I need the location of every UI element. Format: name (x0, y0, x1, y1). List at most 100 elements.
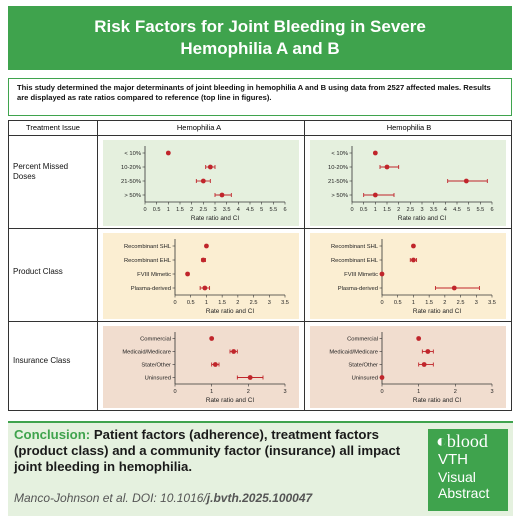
x-tick-label: 3.5 (223, 207, 231, 213)
intro-text: This study determined the major determin… (17, 83, 491, 102)
logo-vth: VTH (438, 451, 468, 468)
column-divider (97, 121, 98, 410)
category-label: 10-20% (328, 165, 348, 171)
x-tick-label: 1 (374, 207, 377, 213)
x-tick-label: 3.5 (281, 300, 289, 306)
x-tick-label: 6 (490, 207, 493, 213)
row-insurance-class: Insurance Class (9, 322, 511, 410)
data-point (165, 150, 171, 156)
logo-blood-text: blood (446, 431, 488, 451)
data-point (463, 178, 469, 184)
column-divider (304, 121, 305, 410)
category-label: Recombinant SHL (124, 244, 172, 250)
x-tick-label: 1 (167, 207, 170, 213)
blood-drop-icon: ◐ (436, 431, 447, 451)
x-tick-label: 4.5 (453, 207, 461, 213)
x-axis-label: Rate ratio and CI (413, 397, 462, 404)
header-treatment: Treatment Issue (26, 123, 80, 132)
logo-visual: Visual (438, 469, 476, 485)
data-point (411, 243, 416, 249)
x-tick-label: 3 (283, 389, 286, 395)
x-tick-label: 5.5 (476, 207, 484, 213)
x-axis-label: Rate ratio and CI (206, 308, 255, 315)
chart-missed-doses-a: 0 0.5 1 1.5 2 2.5 3 3.5 4 4.5 5 5.5 6 Rate ratio and … (103, 140, 299, 226)
x-tick-label: 0 (173, 389, 176, 395)
x-tick-label: 0 (173, 300, 176, 306)
data-point (231, 349, 237, 354)
category-label: 21-50% (328, 179, 348, 185)
x-tick-label: 0.5 (187, 300, 195, 306)
x-tick-label: 3.5 (430, 207, 438, 213)
x-tick-label: 6 (283, 207, 286, 213)
x-tick-label: 2.5 (406, 207, 414, 213)
category-label: Commercial (347, 337, 378, 343)
results-table: Treatment Issue Hemophilia A Hemophilia … (8, 120, 512, 411)
data-point (209, 336, 215, 341)
row-label: Percent Missed Doses (13, 162, 69, 181)
category-label: State/Other (141, 363, 171, 369)
x-tick-label: 2 (443, 300, 446, 306)
chart-insurance-b: 0 1 2 3 Rate ratio and CI Commercial Medicaid/… (310, 326, 506, 408)
x-axis-label: Rate ratio and CI (398, 215, 447, 222)
x-tick-label: 1 (210, 389, 213, 395)
data-point (200, 178, 206, 184)
x-tick-label: 0 (380, 300, 383, 306)
panel-background (103, 326, 299, 408)
journal-logo: ◐blood VTH Visual Abstract (428, 429, 508, 511)
intro-box: This study determined the major determin… (8, 78, 512, 116)
panel-background (103, 233, 299, 319)
category-label: Medicaid/Medicare (329, 350, 378, 356)
category-label: Recombinant EHL (331, 258, 379, 264)
row-missed-doses: Percent Missed Doses (9, 136, 511, 229)
category-label: Medicaid/Medicare (122, 350, 171, 356)
x-tick-label: 1 (205, 300, 208, 306)
header-hemophilia-a: Hemophilia A (176, 123, 222, 132)
data-point (207, 164, 213, 170)
chart-product-class-a: 0 0.5 1 1.5 2 2.5 3 3.5 Rate ratio and CI Recombi… (103, 233, 299, 319)
citation-doi: j.bvth.2025.100047 (206, 491, 313, 505)
conclusion-heading: Conclusion: (14, 427, 91, 442)
x-tick-label: 0.5 (153, 207, 161, 213)
category-label: FVIII Mimetic (344, 272, 378, 278)
category-label: Uninsured (352, 376, 378, 382)
data-point (202, 285, 208, 291)
x-tick-label: 1.5 (176, 207, 184, 213)
category-label: Uninsured (145, 376, 171, 382)
category-label: Plasma-derived (131, 286, 171, 292)
data-point (451, 285, 457, 291)
x-tick-label: 0 (350, 207, 353, 213)
table-header: Treatment Issue Hemophilia A Hemophilia … (9, 121, 511, 136)
data-point (185, 271, 190, 277)
data-point (379, 271, 385, 277)
x-tick-label: 5.5 (269, 207, 277, 213)
category-label: Recombinant EHL (124, 258, 172, 264)
data-point (212, 362, 218, 367)
data-point (204, 243, 209, 249)
data-point (416, 336, 422, 341)
panel-background (103, 140, 299, 226)
data-point (247, 375, 253, 380)
data-point (372, 150, 378, 156)
category-label: 21-50% (121, 179, 141, 185)
logo-abstract: Abstract (438, 485, 490, 501)
x-tick-label: 2 (247, 389, 250, 395)
x-tick-label: 1.5 (383, 207, 391, 213)
x-tick-label: 0 (143, 207, 146, 213)
chart-product-class-b: 0 0.5 1 1.5 2 2.5 3 3.5 Rate ratio and CI Recombi… (310, 233, 506, 319)
category-label: Plasma-derived (338, 286, 378, 292)
citation-text: Manco-Johnson et al. DOI: 10.1016/ (14, 491, 207, 505)
category-label: 10-20% (121, 165, 141, 171)
conclusion-box: Conclusion: Patient factors (adherence),… (8, 421, 513, 516)
x-tick-label: 1.5 (425, 300, 433, 306)
x-tick-label: 2 (236, 300, 239, 306)
data-point (411, 257, 416, 263)
category-label: Commercial (140, 337, 171, 343)
data-point (200, 257, 206, 263)
data-point (372, 192, 378, 198)
x-tick-label: 3 (420, 207, 423, 213)
category-label: FVIII Mimetic (137, 272, 171, 278)
data-point (379, 375, 385, 380)
x-tick-label: 3.5 (488, 300, 496, 306)
category-label: < 10% (331, 151, 348, 157)
row-label: Product Class (13, 267, 63, 276)
